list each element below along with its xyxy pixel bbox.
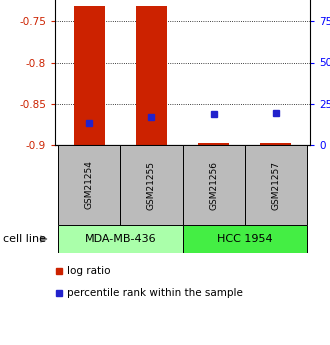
Bar [182, 225, 307, 253]
Bar [120, 145, 182, 225]
Bar [58, 225, 182, 253]
Text: GSM21256: GSM21256 [209, 160, 218, 209]
Text: GSM21257: GSM21257 [271, 160, 280, 209]
Text: percentile rank within the sample: percentile rank within the sample [67, 288, 243, 298]
Text: log ratio: log ratio [67, 266, 111, 276]
Bar [136, 7, 167, 145]
Bar [245, 145, 307, 225]
Bar [260, 144, 291, 145]
Bar [198, 144, 229, 145]
Text: cell line: cell line [3, 234, 46, 244]
Bar [58, 145, 120, 225]
Bar [74, 7, 105, 145]
Bar [182, 145, 245, 225]
Text: MDA-MB-436: MDA-MB-436 [84, 234, 156, 244]
Text: GSM21254: GSM21254 [85, 160, 94, 209]
Text: GSM21255: GSM21255 [147, 160, 156, 209]
Text: HCC 1954: HCC 1954 [217, 234, 273, 244]
